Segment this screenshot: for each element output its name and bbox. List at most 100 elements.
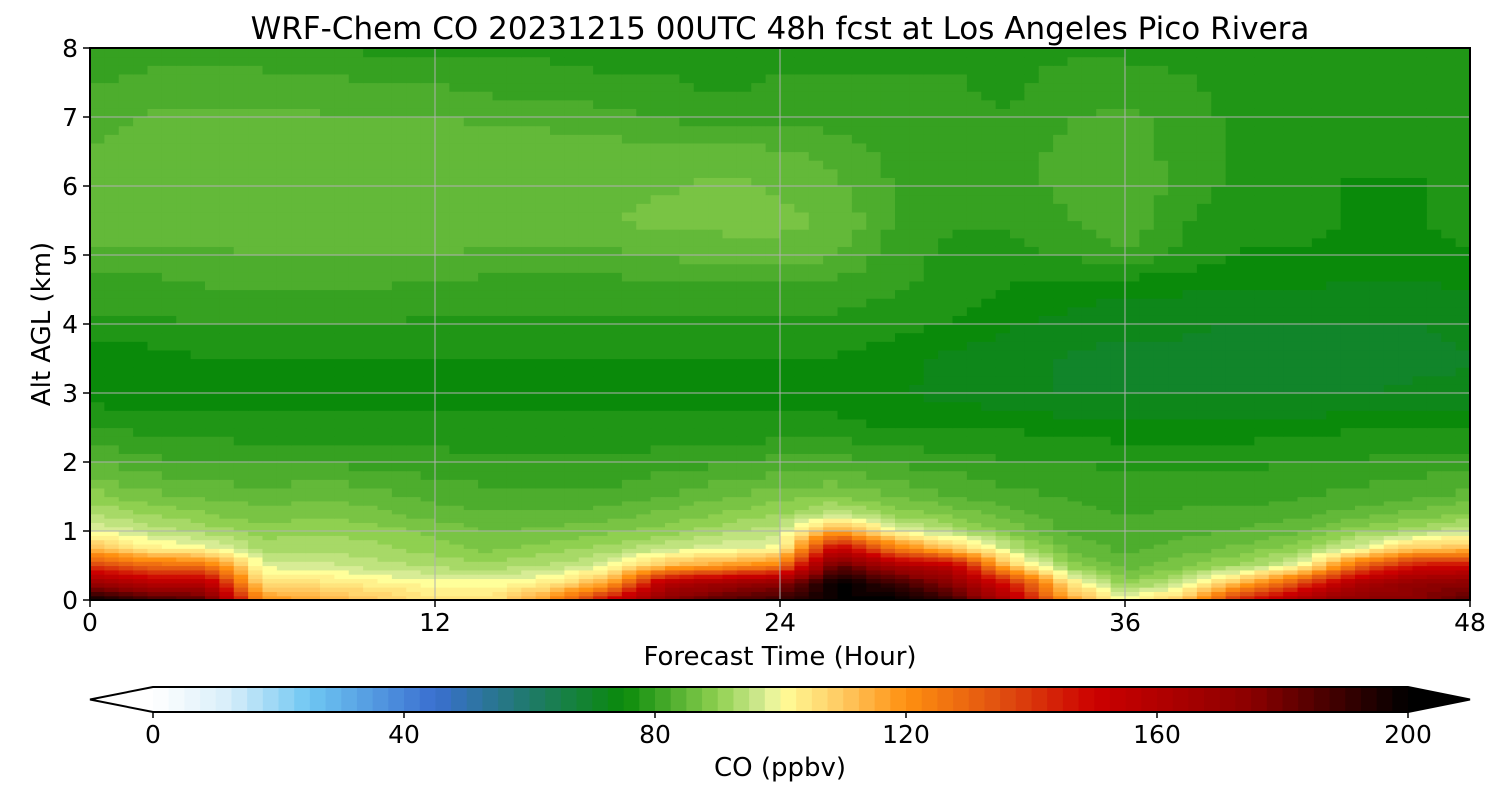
- heatmap-cell: [1081, 358, 1097, 368]
- heatmap-cell: [794, 479, 810, 489]
- heatmap-cell: [348, 500, 364, 506]
- heatmap-cell: [995, 332, 1011, 342]
- heatmap-cell: [521, 518, 537, 523]
- heatmap-cell: [1110, 569, 1126, 575]
- heatmap-cell: [1383, 582, 1399, 588]
- heatmap-cell: [981, 289, 997, 299]
- heatmap-cell: [449, 552, 465, 558]
- heatmap-cell: [1024, 332, 1040, 342]
- heatmap-cell: [1153, 582, 1169, 588]
- heatmap-cell: [880, 306, 896, 316]
- heatmap-cell: [995, 453, 1011, 463]
- heatmap-cell: [607, 531, 623, 536]
- heatmap-cell: [564, 509, 580, 515]
- heatmap-cell: [780, 509, 795, 515]
- heatmap-cell: [1369, 556, 1385, 562]
- heatmap-cell: [981, 453, 997, 463]
- heatmap-cell: [506, 591, 522, 597]
- heatmap-cell: [291, 522, 307, 528]
- heatmap-cell: [851, 306, 867, 316]
- heatmap-cell: [391, 531, 407, 536]
- heatmap-cell: [952, 561, 968, 567]
- heatmap-cell: [650, 500, 666, 506]
- heatmap-cell: [506, 453, 522, 463]
- heatmap-cell: [550, 552, 565, 558]
- heatmap-cell: [708, 401, 724, 411]
- heatmap-cell: [1196, 393, 1212, 403]
- heatmap-cell: [1182, 384, 1198, 394]
- heatmap-cell: [291, 272, 307, 282]
- heatmap-cell: [1225, 500, 1241, 506]
- heatmap-cell: [650, 410, 666, 420]
- heatmap-cell: [133, 522, 149, 528]
- heatmap-cell: [650, 509, 666, 515]
- heatmap-cell: [578, 349, 594, 360]
- heatmap-cell: [1168, 470, 1184, 480]
- heatmap-cell: [506, 444, 522, 454]
- heatmap-cell: [621, 393, 637, 403]
- heatmap-cell: [463, 509, 479, 515]
- heatmap-cell: [751, 591, 767, 597]
- heatmap-cell: [794, 548, 810, 554]
- heatmap-cell: [1326, 487, 1342, 498]
- heatmap-cell: [262, 500, 278, 506]
- heatmap-cell: [492, 401, 508, 411]
- heatmap-cell: [1125, 410, 1140, 420]
- heatmap-cell: [147, 539, 163, 545]
- heatmap-cell: [909, 591, 925, 597]
- heatmap-cell: [1441, 470, 1457, 480]
- heatmap-cell: [118, 280, 134, 291]
- heatmap-cell: [636, 539, 652, 545]
- heatmap-cell: [578, 518, 594, 523]
- heatmap-cell: [1096, 332, 1112, 342]
- heatmap-cell: [420, 367, 436, 377]
- heatmap-cell: [1283, 552, 1299, 558]
- heatmap-cell: [521, 462, 537, 472]
- heatmap-cell: [348, 375, 364, 385]
- heatmap-cell: [981, 375, 997, 385]
- heatmap-cell: [219, 543, 235, 549]
- heatmap-cell: [1125, 349, 1140, 360]
- heatmap-cell: [794, 358, 810, 368]
- heatmap-cell: [650, 513, 666, 519]
- heatmap-cell: [880, 595, 896, 601]
- heatmap-cell: [665, 509, 680, 515]
- heatmap-cell: [1412, 591, 1428, 597]
- heatmap-cell: [391, 552, 407, 558]
- heatmap-cell: [1024, 582, 1040, 588]
- heatmap-cell: [765, 505, 781, 511]
- heatmap-cell: [276, 358, 292, 368]
- heatmap-cell: [1398, 582, 1414, 588]
- heatmap-cell: [248, 561, 264, 567]
- heatmap-cell: [593, 496, 609, 502]
- heatmap-cell: [1455, 505, 1471, 511]
- heatmap-cell: [708, 561, 724, 567]
- heatmap-cell: [1455, 341, 1471, 351]
- heatmap-cell: [521, 289, 537, 299]
- heatmap-cell: [909, 418, 925, 429]
- heatmap-cell: [621, 587, 637, 592]
- heatmap-cell: [1067, 401, 1083, 411]
- heatmap-cell: [1355, 349, 1370, 360]
- heatmap-cell: [219, 427, 235, 437]
- heatmap-cell: [636, 418, 652, 429]
- heatmap-cell: [90, 298, 105, 308]
- heatmap-cell: [909, 539, 925, 545]
- heatmap-cell: [161, 569, 177, 575]
- heatmap-cell: [665, 289, 680, 299]
- heatmap-cell: [1369, 462, 1385, 472]
- heatmap-cell: [1125, 436, 1140, 446]
- heatmap-cell: [650, 496, 666, 502]
- heatmap-cell: [794, 341, 810, 351]
- heatmap-cell: [952, 427, 968, 437]
- heatmap-cell: [262, 587, 278, 592]
- heatmap-cell: [751, 444, 767, 454]
- heatmap-cell: [880, 479, 896, 489]
- heatmap-cell: [808, 367, 824, 377]
- heatmap-cell: [377, 341, 393, 351]
- heatmap-cell: [521, 500, 537, 506]
- heatmap-cell: [377, 367, 393, 377]
- heatmap-cell: [650, 587, 666, 592]
- heatmap-cell: [1355, 552, 1370, 558]
- heatmap-cell: [1067, 255, 1083, 265]
